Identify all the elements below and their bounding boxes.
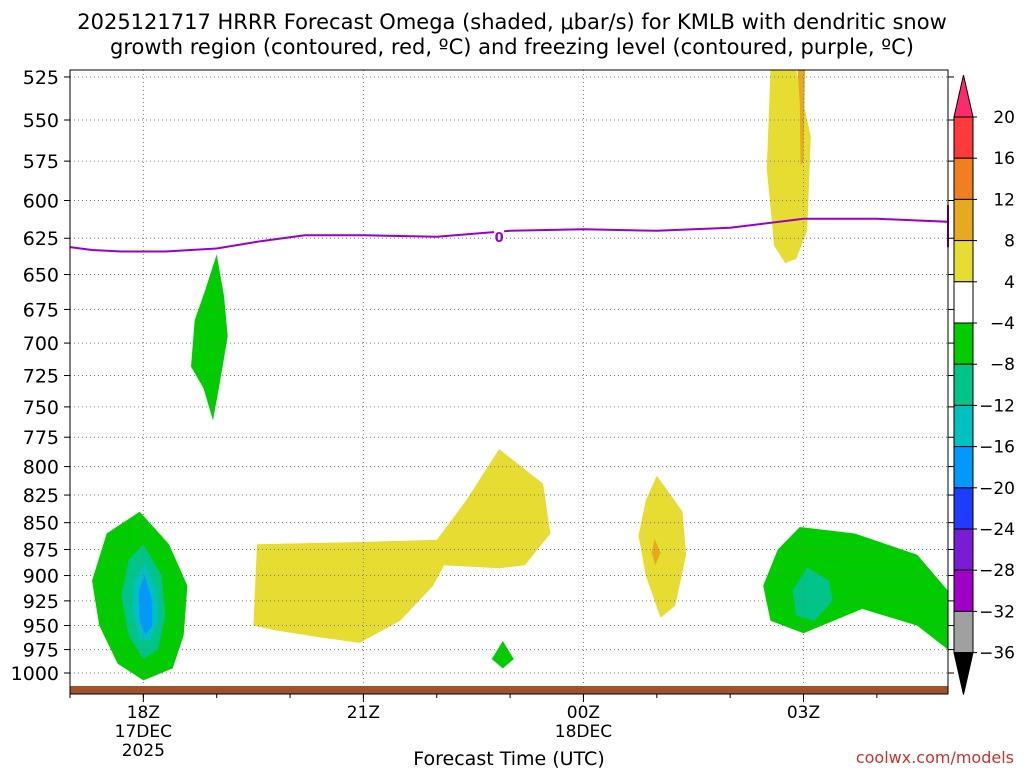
y-tick-label-1000: 1000 <box>11 663 59 685</box>
omega-region-13 <box>253 449 551 643</box>
x-tick-year-18Z: 2025 <box>122 741 165 761</box>
plot-frame <box>69 69 949 695</box>
y-tick-label-975: 975 <box>23 640 59 662</box>
colorbar-swatch-9 <box>953 446 974 489</box>
colorbar-label: 12 <box>993 190 1015 210</box>
y-tick-label-850: 850 <box>23 513 59 535</box>
omega-region-10 <box>191 254 228 421</box>
omega-shaded-regions <box>92 70 948 681</box>
y-tick-label-550: 550 <box>23 110 59 132</box>
colorbar-swatch-1 <box>953 116 974 159</box>
colorbar-swatch-10 <box>953 487 974 530</box>
y-tick-label-800: 800 <box>23 457 59 479</box>
colorbar-swatch-5 <box>953 281 974 324</box>
freezing-level-label: 0 <box>495 231 504 246</box>
y-tick-label-625: 625 <box>23 228 59 250</box>
omega-region-0 <box>766 70 811 264</box>
colorbar-top-arrow <box>953 74 974 118</box>
omega-region-15 <box>638 475 687 618</box>
y-tick-label-900: 900 <box>23 566 59 588</box>
colorbar-swatch-6 <box>953 322 974 365</box>
colorbar-label: 8 <box>1004 232 1015 252</box>
y-tick-label-700: 700 <box>23 333 59 355</box>
omega-region-1 <box>797 70 805 166</box>
colorbar-swatch-11 <box>953 528 974 571</box>
watermark-text: coolwx.com/models <box>856 748 1014 767</box>
freezing-level-contour: 0 <box>69 205 949 253</box>
x-tick-date-00Z: 18DEC <box>555 722 612 742</box>
omega-region-29 <box>138 575 153 636</box>
freezing-level-line <box>69 205 949 253</box>
chart-title-line1: 2025121717 HRRR Forecast Omega (shaded, … <box>77 10 947 34</box>
colorbar-swatch-4 <box>953 240 974 283</box>
x-tick-label-18Z: 18Z <box>127 703 160 723</box>
y-tick-label-950: 950 <box>23 616 59 638</box>
y-tick-label-875: 875 <box>23 539 59 561</box>
y-tick-label-725: 725 <box>23 366 59 388</box>
omega-region-17 <box>763 527 948 650</box>
x-tick-date-18Z: 17DEC <box>115 722 172 742</box>
chart-grid <box>70 70 948 694</box>
omega-region-14 <box>491 641 514 669</box>
colorbar-swatch-2 <box>953 157 974 200</box>
colorbar-label: −16 <box>979 438 1015 458</box>
colorbar-label: −4 <box>990 314 1015 334</box>
colorbar-label: −24 <box>979 520 1015 540</box>
x-axis-title: Forecast Time (UTC) <box>413 748 604 768</box>
pressure-axis: 525 550 575 600 625 650 675 700 725 750 775 800 825 8… <box>11 67 954 685</box>
omega-region-16 <box>651 538 661 566</box>
y-tick-label-925: 925 <box>23 591 59 613</box>
colorbar-swatch-8 <box>953 404 974 448</box>
x-tick-label-00Z: 00Z <box>567 703 600 723</box>
chart-title-line2: growth region (contoured, red, ºC) and f… <box>110 35 914 59</box>
colorbar-swatch-7 <box>953 363 974 406</box>
colorbar-label: −12 <box>979 396 1015 416</box>
y-tick-label-750: 750 <box>23 397 59 419</box>
colorbar-bottom-arrow <box>953 652 974 695</box>
y-tick-label-675: 675 <box>23 299 59 321</box>
colorbar-label: −28 <box>979 561 1015 581</box>
colorbar-label: −36 <box>979 644 1015 664</box>
y-tick-label-600: 600 <box>23 190 59 212</box>
x-tick-label-21Z: 21Z <box>347 703 380 723</box>
colorbar-label: −32 <box>979 602 1015 622</box>
colorbar-label: 4 <box>1004 273 1015 293</box>
colorbar-label: 20 <box>993 108 1015 128</box>
y-tick-label-825: 825 <box>23 485 59 507</box>
y-tick-label-525: 525 <box>23 67 59 89</box>
omega-region-18 <box>792 567 833 621</box>
y-tick-label-650: 650 <box>23 265 59 287</box>
colorbar-label: −8 <box>990 355 1015 375</box>
y-tick-label-575: 575 <box>23 151 59 173</box>
omega-colorbar: 20 16 12 8 4 −4 −8 −12 −16 −20 −24 −28 −32 −36 <box>953 74 1015 695</box>
freezing-label-bg <box>494 229 505 244</box>
colorbar-label: 16 <box>993 149 1015 169</box>
colorbar-swatch-12 <box>953 569 974 612</box>
colorbar-swatch-13 <box>953 610 974 654</box>
colorbar-swatch-3 <box>953 198 974 242</box>
x-tick-label-03Z: 03Z <box>787 703 820 723</box>
y-tick-label-775: 775 <box>23 427 59 449</box>
colorbar-label: −20 <box>979 479 1015 499</box>
ground-surface-band <box>70 686 948 694</box>
